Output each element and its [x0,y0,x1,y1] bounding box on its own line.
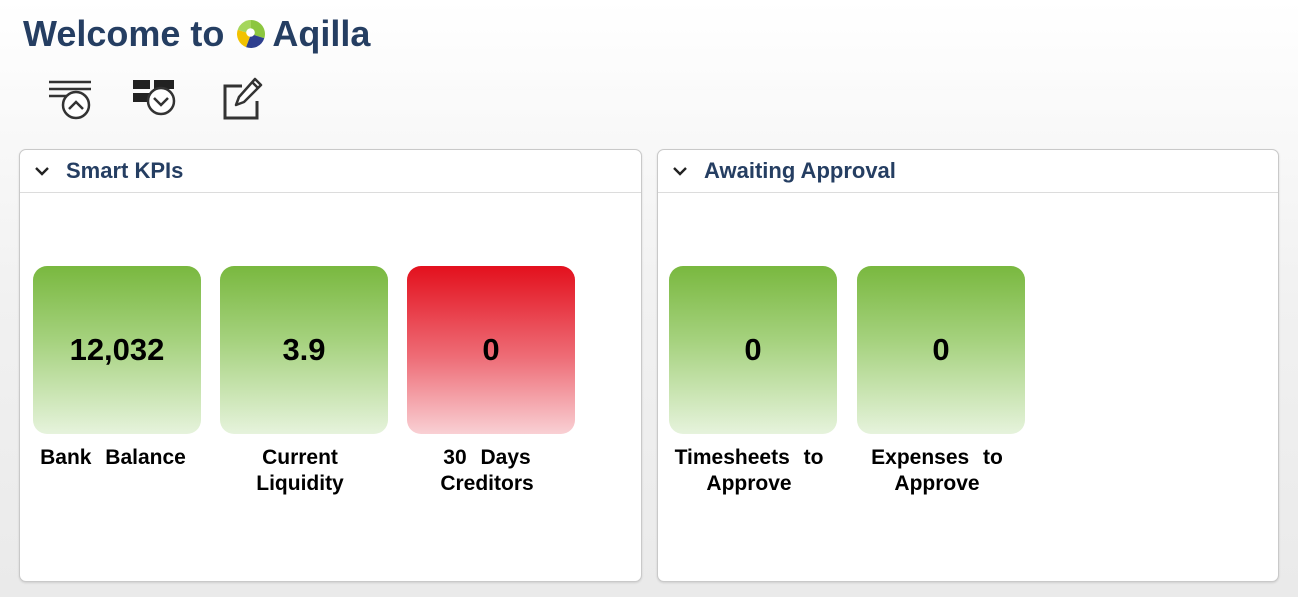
awaiting-approval-panel: Awaiting Approval 0 Timesheets to Approv… [657,149,1279,582]
dashboard-toolbar [0,72,400,128]
approval-tile[interactable]: 0 [669,266,837,434]
panel-title: Awaiting Approval [704,158,896,183]
panel-title: Smart KPIs [66,158,184,183]
kpi-label: Current Liquidity [256,446,344,495]
chevron-down-icon[interactable] [34,163,50,179]
awaiting-approval-panel-header[interactable]: Awaiting Approval [658,150,1278,193]
approval-label: Expenses to Approve [871,446,1003,495]
collapse-all-icon [49,80,91,120]
chevron-down-icon[interactable] [672,163,688,179]
approval-tile[interactable]: 0 [857,266,1025,434]
kpi-tile-30-days-creditors: 0 30 Days Creditors [407,266,575,497]
kpi-tile[interactable]: 0 [407,266,575,434]
collapse-all-button[interactable] [47,74,97,124]
kpi-value: 0 [482,332,500,367]
expand-all-button[interactable] [131,74,181,124]
welcome-text: Welcome to [23,13,225,54]
approval-count: 0 [932,332,950,367]
edit-dashboard-button[interactable] [220,74,270,124]
brand-name: Aqilla [272,13,371,54]
page-title: Welcome to Aqilla [23,12,370,56]
kpi-tile[interactable]: 12,032 [33,266,201,434]
approval-tile-timesheets: 0 Timesheets to Approve [669,266,837,497]
smart-kpis-panel-header[interactable]: Smart KPIs [20,150,641,193]
expand-all-icon [133,80,176,116]
kpi-tile[interactable]: 3.9 [220,266,388,434]
kpi-value: 3.9 [282,332,326,367]
approval-count: 0 [744,332,762,367]
kpi-tile-current-liquidity: 3.9 Current Liquidity [220,266,388,497]
approval-label: Timesheets to Approve [674,446,824,495]
kpi-label: 30 Days Creditors [440,446,534,495]
approval-tile-expenses: 0 Expenses to Approve [857,266,1025,497]
kpi-label: Bank Balance [40,446,186,469]
kpi-tile-bank-balance: 12,032 Bank Balance [33,266,201,471]
kpi-value: 12,032 [69,332,165,367]
edit-icon [223,77,263,120]
smart-kpis-panel: Smart KPIs 12,032 Bank Balance 3.9 Curre… [19,149,642,582]
aqilla-logo-icon [237,20,266,49]
